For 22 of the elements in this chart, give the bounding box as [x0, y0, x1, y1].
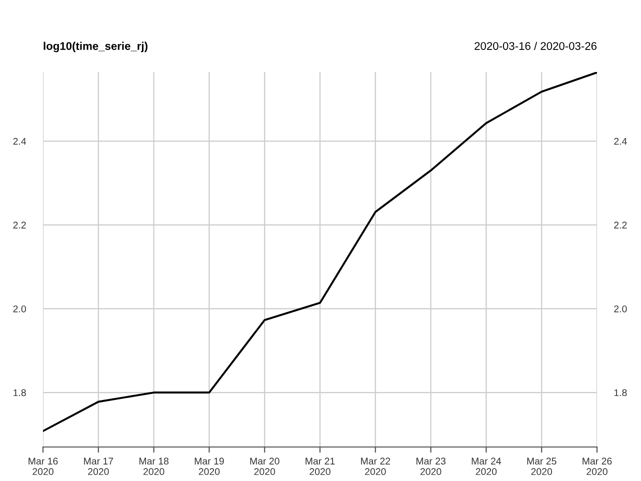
x-tick-label: Mar 17 2020 [84, 458, 114, 476]
y2-tick-label: 2.4 [614, 138, 627, 145]
y-tick-label: 2.0 [13, 305, 26, 312]
x-tick-label: Mar 25 2020 [527, 458, 556, 476]
chart-subtitle: 2020-03-16 / 2020-03-26 [474, 42, 597, 50]
x-tick-label: Mar 23 2020 [416, 458, 446, 476]
y2-tick-label: 2.2 [614, 222, 627, 228]
chart-title: log10(time_serie_rj) [44, 42, 148, 52]
y-tick-label: 2.4 [13, 138, 26, 145]
x-tick-label: Mar 26 2020 [582, 458, 612, 476]
y2-tick-label: 1.8 [614, 389, 627, 396]
x-tick-label: Mar 20 2020 [250, 458, 280, 476]
y-tick-label: 1.8 [14, 389, 26, 396]
x-tick-label: Mar 21 2020 [306, 458, 335, 476]
x-tick-label: Mar 22 2020 [361, 458, 390, 476]
x-tick-label: Mar 19 2020 [194, 458, 224, 476]
line-series [43, 72, 597, 432]
x-tick-label: Mar 16 2020 [28, 458, 58, 476]
y2-tick-label: 2.0 [614, 305, 627, 312]
x-tick-label: Mar 24 2020 [472, 458, 502, 476]
x-tick-label: Mar 18 2020 [139, 458, 169, 476]
y-tick-label: 2.2 [13, 222, 26, 228]
